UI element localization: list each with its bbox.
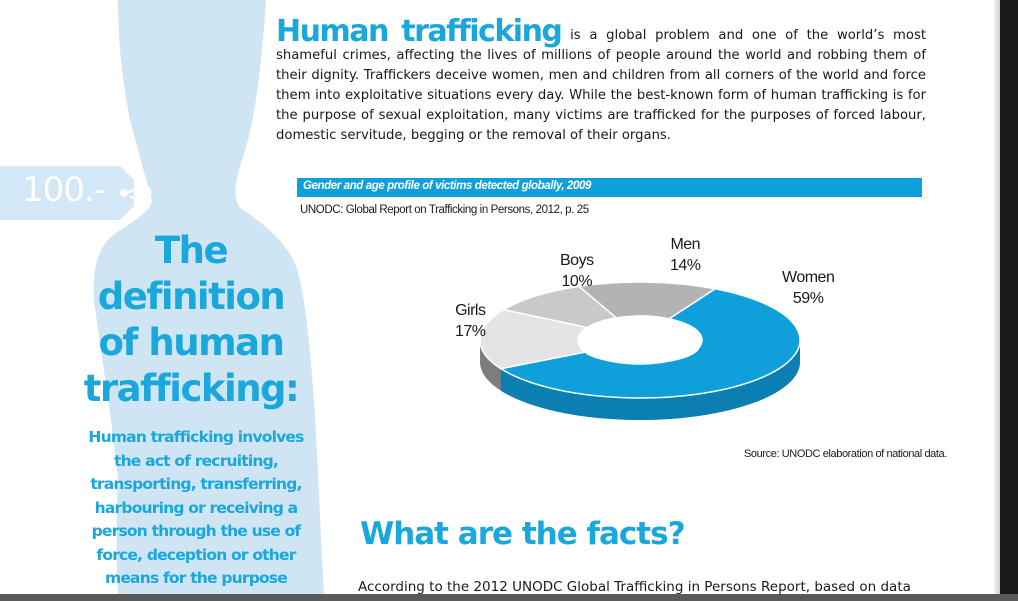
donut-chart [479,281,801,420]
slice-label-name: Women [782,269,835,286]
intro-text: is a global problem and one of the world… [276,28,926,143]
definition-title-line: definition [97,275,286,318]
slice-label-girls: Girls 17% [455,300,486,342]
donut-slice-girls [479,308,590,370]
intro-heading: Human trafficking [276,14,563,49]
slice-label-value: 10% [561,273,593,290]
window-frame-right [1000,0,1018,601]
slice-label-name: Girls [455,302,486,319]
slice-label-women: Women 59% [782,267,835,309]
slice-label-boys: Boys 10% [560,250,594,292]
facts-text: According to the 2012 UNODC Global Traff… [358,579,911,595]
definition-title-line: of human [98,321,285,364]
chart-title-bar: Gender and age profile of victims detect… [297,178,922,197]
definition-title: The definition of human trafficking: [80,228,302,412]
slice-label-value: 59% [792,290,824,307]
price-tag-label: 100.- [22,170,106,210]
slice-label-value: 17% [455,323,486,340]
definition-text: Human trafficking involves the act of re… [88,428,304,587]
donut-slice-men [577,281,718,320]
page-edge [994,0,1000,594]
person-silhouette [0,0,324,594]
facts-heading: What are the facts? [360,516,686,552]
window-frame-bottom [0,594,1018,601]
chart-source: Source: UNODC elaboration of national da… [744,448,947,460]
chart-title: Gender and age profile of victims detect… [303,180,592,192]
intro-paragraph: Human trafficking is a global problem an… [276,17,926,146]
slice-label-value: 14% [670,257,701,274]
slice-label-name: Boys [560,252,594,269]
chart-subtitle: UNODC: Global Report on Trafficking in P… [300,204,589,216]
slice-label-men: Men 14% [670,234,701,276]
donut-hole-center [580,328,700,364]
slice-label-name: Men [670,236,701,253]
donut-side-women [500,340,800,420]
definition-title-line: trafficking: [83,367,300,410]
definition-title-line: The [154,229,229,272]
